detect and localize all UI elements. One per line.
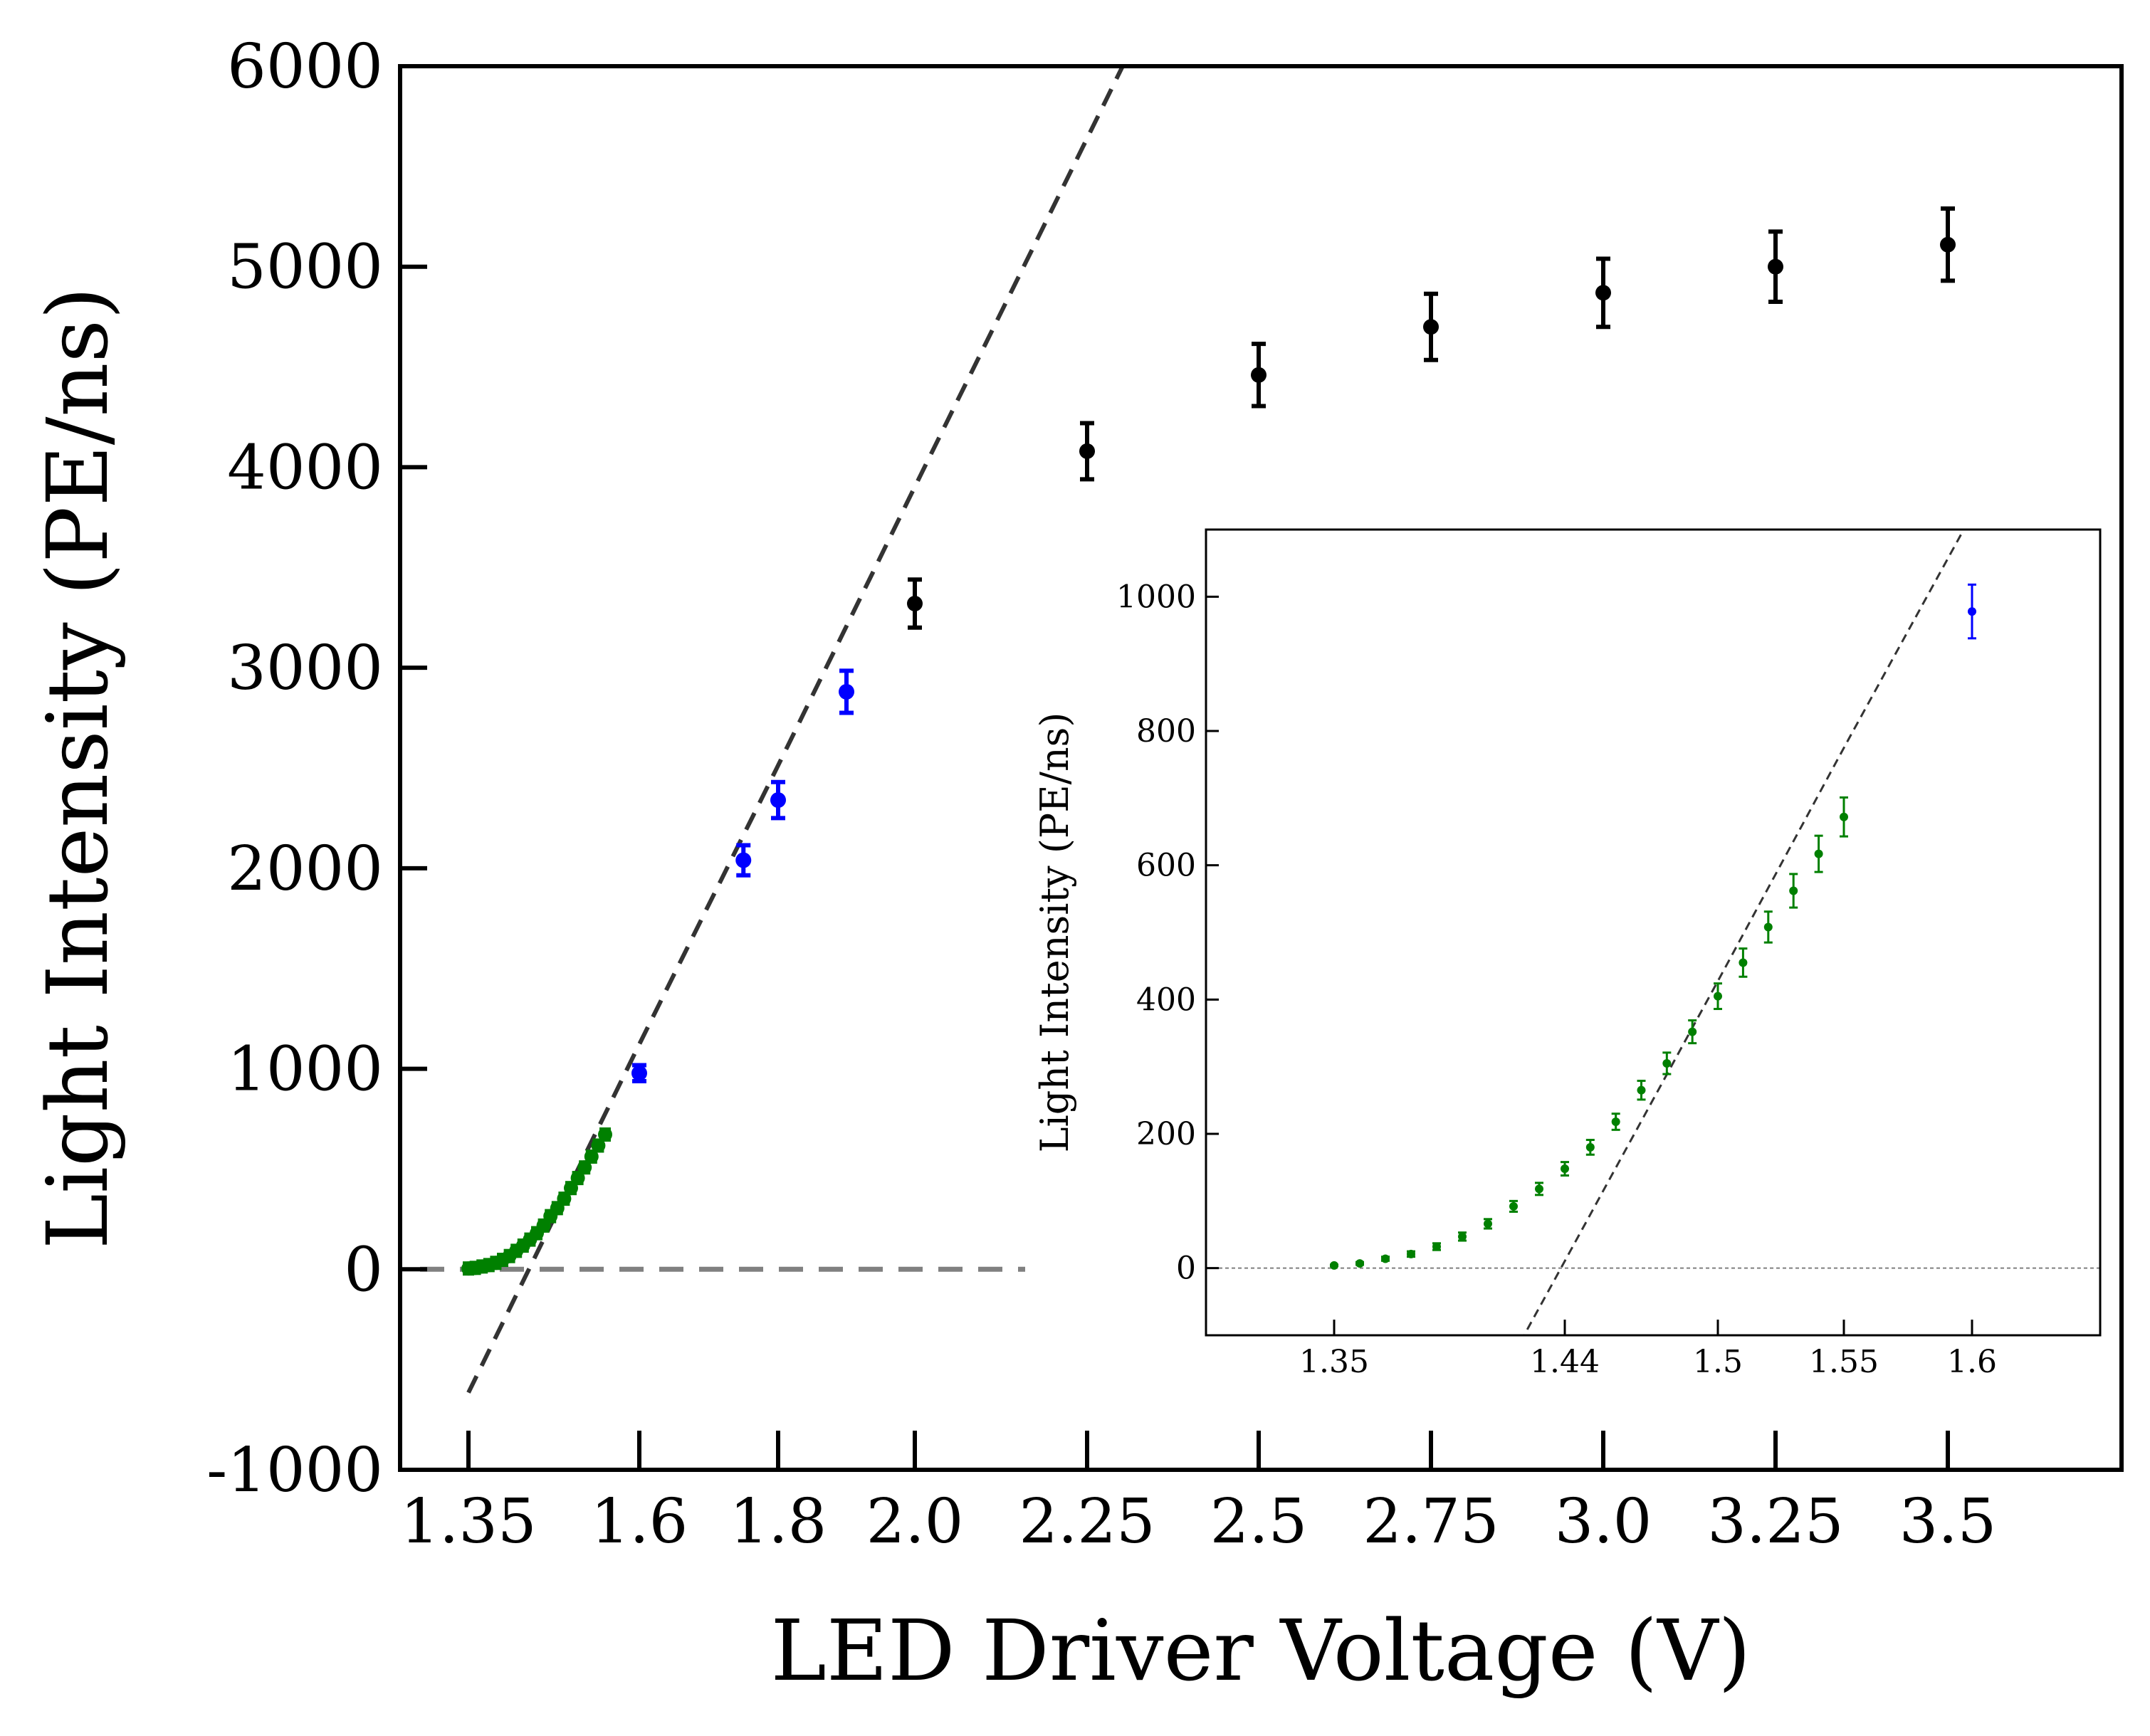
x-tick-label: 2.75 bbox=[1363, 1486, 1499, 1557]
x-tick-label: 2.0 bbox=[866, 1486, 964, 1557]
inset-x-tick-label: 1.5 bbox=[1693, 1344, 1743, 1380]
data-point-high bbox=[907, 595, 923, 611]
inset-y-tick-label: 0 bbox=[1176, 1251, 1196, 1287]
inset-data-point-low bbox=[1381, 1254, 1390, 1263]
inset-data-point-low bbox=[1561, 1164, 1569, 1174]
inset-data-point-low bbox=[1432, 1242, 1441, 1251]
inset-data-point-low bbox=[1355, 1259, 1364, 1268]
data-point-mid bbox=[770, 792, 786, 809]
inset-y-tick-label: 600 bbox=[1136, 848, 1196, 884]
y-tick-label: 3000 bbox=[227, 633, 383, 704]
inset-data-point-low bbox=[1611, 1117, 1620, 1127]
data-point-mid bbox=[735, 852, 752, 868]
inset-y-axis-title: Light Intensity (PE/ns) bbox=[1032, 712, 1077, 1153]
y-tick-label: 5000 bbox=[227, 232, 383, 303]
inset-plot-frame bbox=[1205, 528, 2102, 1337]
data-point-low bbox=[591, 1138, 606, 1153]
inset-y-tick-label: 1000 bbox=[1116, 579, 1196, 615]
inset-y-tick-label: 200 bbox=[1136, 1116, 1196, 1152]
inset-data-point-low bbox=[1509, 1201, 1518, 1211]
inset-data-point-low bbox=[1739, 958, 1748, 967]
y-tick-label: 0 bbox=[344, 1234, 383, 1305]
inset-data-point-low bbox=[1637, 1085, 1646, 1095]
x-tick-label: 3.5 bbox=[1899, 1486, 1997, 1557]
data-point-high bbox=[1251, 367, 1267, 383]
inset-data-point-low bbox=[1535, 1184, 1543, 1194]
data-point-low bbox=[584, 1149, 599, 1164]
data-point-mid bbox=[631, 1065, 647, 1081]
data-point-high bbox=[1940, 236, 1956, 253]
inset-plot-background bbox=[1206, 530, 2100, 1335]
x-tick-label: 2.25 bbox=[1019, 1486, 1155, 1557]
data-point-high bbox=[1079, 443, 1095, 459]
y-tick-label: 4000 bbox=[227, 432, 383, 503]
inset-data-point-low bbox=[1662, 1058, 1672, 1068]
x-tick-label: 2.5 bbox=[1210, 1486, 1308, 1557]
data-point-high bbox=[1423, 319, 1439, 335]
inset-x-tick-label: 1.35 bbox=[1299, 1344, 1369, 1380]
inset-data-point-low bbox=[1840, 812, 1848, 821]
x-tick-label: 1.35 bbox=[400, 1486, 536, 1557]
inset-data-point-low bbox=[1688, 1027, 1697, 1036]
inset-data-point-low bbox=[1458, 1232, 1467, 1241]
x-tick-label: 3.0 bbox=[1555, 1486, 1652, 1557]
data-point-high bbox=[1595, 285, 1611, 301]
y-axis-title: Light Intensity (PE/ns) bbox=[28, 287, 127, 1249]
data-point-low bbox=[577, 1160, 592, 1175]
y-tick-label: 2000 bbox=[227, 833, 383, 905]
y-tick-label: 6000 bbox=[227, 31, 383, 102]
inset-data-point-low bbox=[1330, 1261, 1338, 1270]
y-tick-label: 1000 bbox=[227, 1034, 383, 1105]
x-tick-label: 3.25 bbox=[1707, 1486, 1843, 1557]
x-tick-label: 1.6 bbox=[591, 1486, 688, 1557]
inset-data-point-low bbox=[1484, 1219, 1492, 1229]
y-tick-label: -1000 bbox=[206, 1435, 383, 1506]
inset-data-point-low bbox=[1714, 991, 1722, 1001]
inset-x-tick-label: 1.55 bbox=[1809, 1344, 1879, 1380]
inset-data-point-low bbox=[1585, 1142, 1595, 1152]
x-tick-label: 1.8 bbox=[730, 1486, 827, 1557]
inset-data-point-low bbox=[1814, 849, 1823, 858]
inset-plot-area: 0 200 400 600 800 1000 1.35 1.44 1.5 1.55 1.6 Lig… bbox=[1032, 528, 2102, 1380]
inset-y-tick-label: 800 bbox=[1136, 713, 1196, 749]
inset-x-tick-label: 1.44 bbox=[1530, 1344, 1600, 1380]
data-point-high bbox=[1768, 258, 1783, 275]
inset-data-point-mid bbox=[1968, 607, 1976, 616]
data-point-mid bbox=[839, 683, 854, 700]
inset-x-tick-label: 1.6 bbox=[1947, 1344, 1997, 1380]
inset-y-tick-label: 400 bbox=[1136, 982, 1196, 1018]
inset-data-point-low bbox=[1763, 922, 1773, 932]
inset-data-point-low bbox=[1407, 1249, 1415, 1258]
inset-data-point-low bbox=[1789, 886, 1798, 895]
data-point-low bbox=[598, 1127, 612, 1142]
x-axis-title: LED Driver Voltage (V) bbox=[771, 1601, 1751, 1700]
